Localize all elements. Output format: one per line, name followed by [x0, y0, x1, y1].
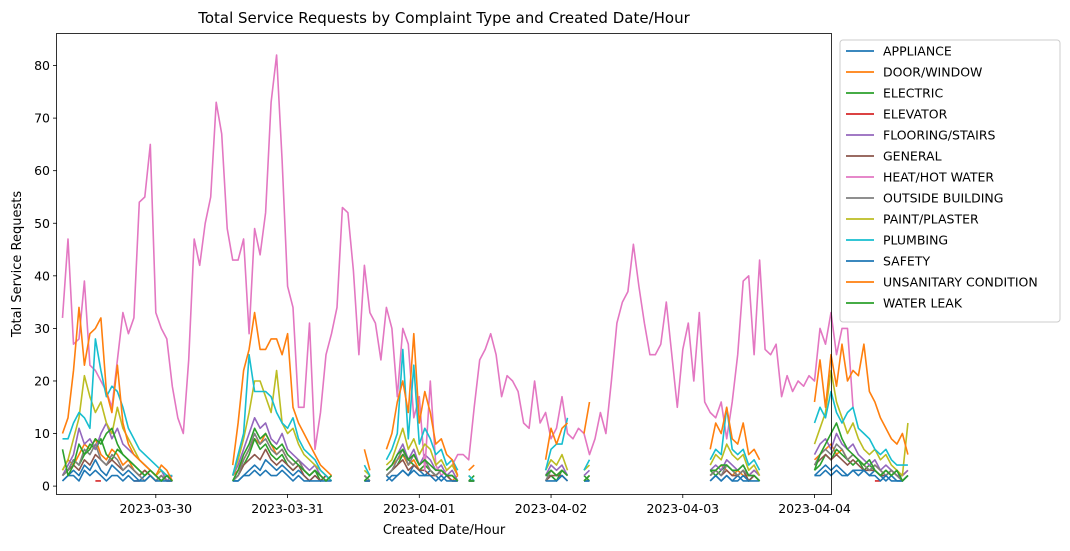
series-line-11: [61, 306, 909, 482]
y-tick-label: 70: [34, 111, 50, 126]
legend-entry: GENERAL: [883, 149, 942, 164]
y-tick-label: 50: [34, 216, 50, 231]
legend-entry: HEAT/HOT WATER: [883, 170, 994, 185]
legend-box: [839, 39, 1061, 323]
y-tick-label: 20: [34, 373, 50, 388]
y-tick-label: 80: [34, 58, 50, 73]
x-axis: 2023-03-30 2023-03-31 2023-04-01 2023-04-02…: [119, 494, 851, 516]
x-tick-label: 2023-04-01: [383, 501, 456, 516]
chart-title: Total Service Requests by Complaint Type…: [197, 9, 690, 27]
y-axis-label: Total Service Requests: [10, 191, 25, 338]
y-tick-label: 30: [34, 321, 50, 336]
legend-entry: SAFETY: [883, 254, 930, 269]
y-tick-label: 60: [34, 163, 50, 178]
plot-series: [61, 54, 909, 482]
legend-entry: ELECTRIC: [883, 86, 943, 101]
plot-frame: [56, 33, 832, 495]
x-tick-label: 2023-04-02: [515, 501, 588, 516]
legend-entry: DOOR/WINDOW: [883, 65, 982, 80]
y-tick-label: 0: [42, 479, 50, 494]
x-tick-label: 2023-03-30: [119, 501, 192, 516]
legend-entry: FLOORING/STAIRS: [883, 128, 996, 143]
y-axis: 0 10 20 30 40 50 60 70 80: [34, 58, 57, 494]
legend-entry: WATER LEAK: [883, 296, 963, 311]
y-tick-label: 40: [34, 268, 50, 283]
x-tick-label: 2023-04-03: [646, 501, 719, 516]
x-axis-label: Created Date/Hour: [383, 523, 506, 538]
legend: APPLIANCE DOOR/WINDOW ELECTRIC ELEVATOR FLOO…: [839, 39, 1061, 323]
x-tick-label: 2023-03-31: [251, 501, 324, 516]
x-tick-label: 2023-04-04: [778, 501, 851, 516]
series-line-6: [61, 54, 854, 477]
legend-entry: ELEVATOR: [883, 107, 948, 122]
y-tick-label: 10: [34, 426, 50, 441]
legend-entry: UNSANITARY CONDITION: [883, 275, 1038, 290]
legend-entry: APPLIANCE: [883, 44, 952, 59]
legend-entry: OUTSIDE BUILDING: [883, 191, 1003, 206]
series-line-12: [61, 422, 909, 482]
legend-entry: PAINT/PLASTER: [883, 212, 979, 227]
legend-entry: PLUMBING: [883, 233, 948, 248]
